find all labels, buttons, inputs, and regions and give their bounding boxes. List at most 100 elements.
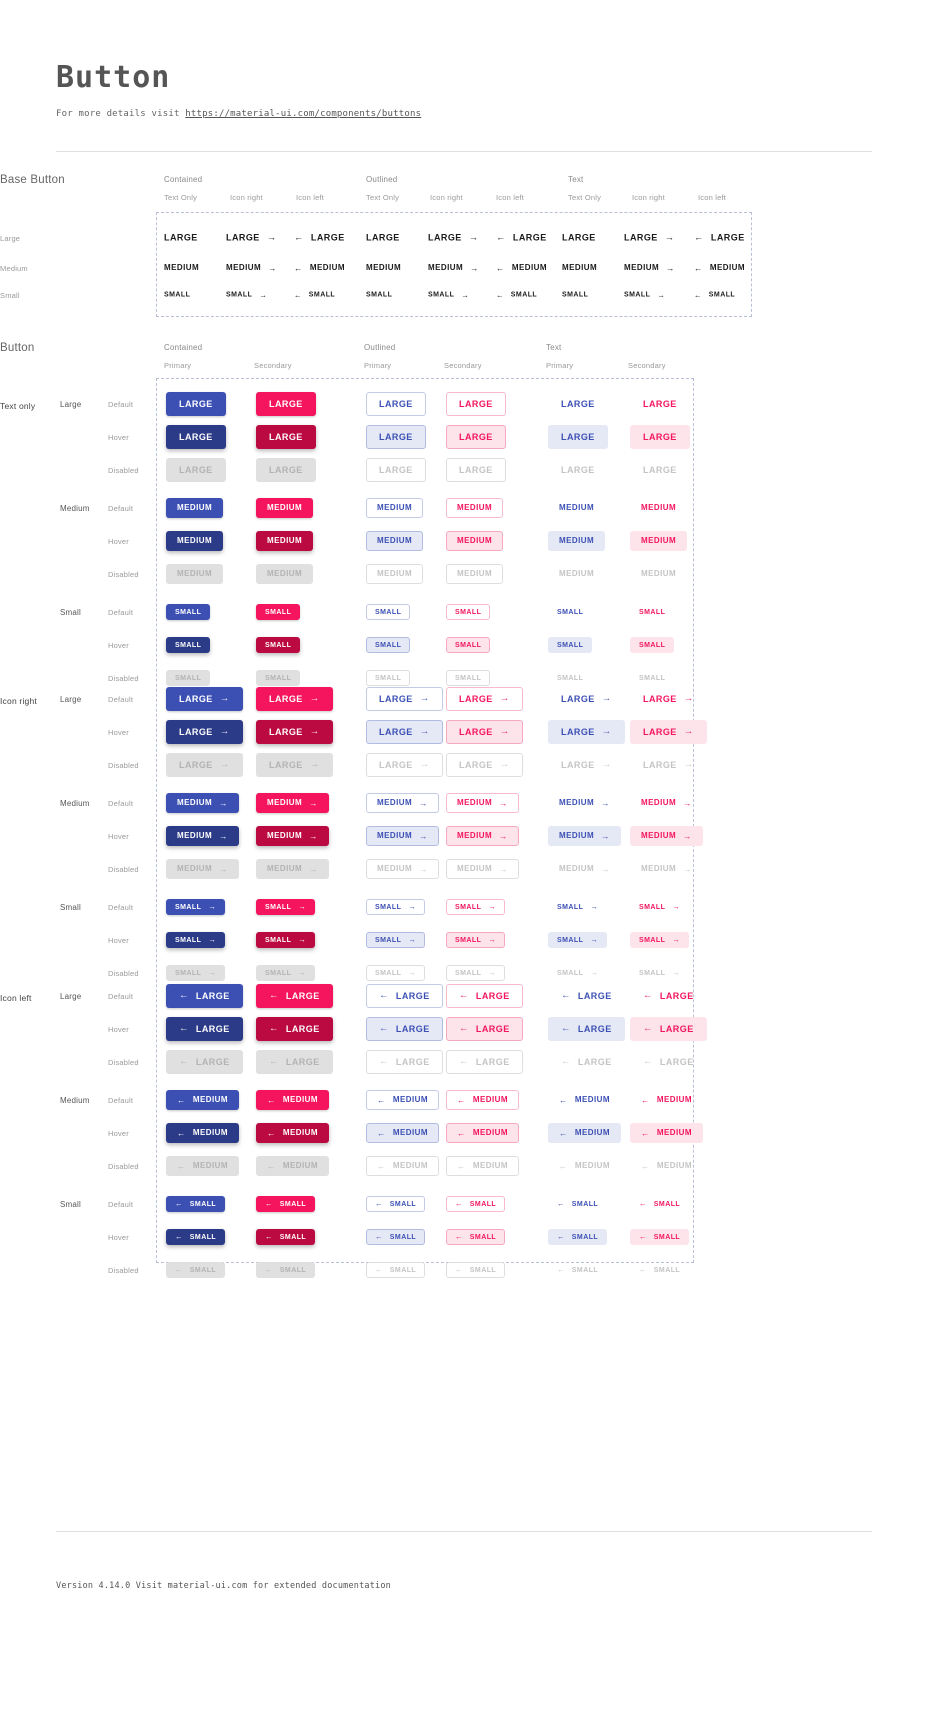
button-outlined-primary-medium-disabled[interactable]: MEDIUM → bbox=[366, 859, 439, 879]
button-contained-secondary-medium-default[interactable]: MEDIUM → bbox=[256, 793, 329, 813]
button-contained-primary-medium-default[interactable]: MEDIUM → bbox=[166, 793, 239, 813]
button-contained-secondary-medium-hover[interactable]: MEDIUM bbox=[256, 531, 314, 551]
base-button-icon-left[interactable]: ← LARGE bbox=[693, 232, 746, 243]
button-outlined-secondary-small-disabled[interactable]: SMALL → bbox=[446, 965, 506, 981]
button-contained-primary-medium-hover[interactable]: MEDIUM → bbox=[166, 826, 239, 846]
base-button-text-only[interactable]: MEDIUM bbox=[561, 263, 598, 273]
button-outlined-primary-small-disabled[interactable]: SMALL → bbox=[366, 965, 426, 981]
button-outlined-primary-large-default[interactable]: LARGE → bbox=[366, 687, 443, 711]
button-contained-secondary-small-default[interactable]: SMALL bbox=[256, 604, 301, 620]
base-button-text-only[interactable]: LARGE bbox=[561, 233, 597, 244]
button-outlined-primary-large-disabled[interactable]: LARGE bbox=[366, 458, 426, 482]
button-outlined-secondary-large-disabled[interactable]: LARGE bbox=[446, 458, 506, 482]
button-contained-primary-large-disabled[interactable]: LARGE bbox=[166, 458, 226, 482]
button-contained-secondary-small-hover[interactable]: SMALL bbox=[256, 637, 301, 653]
button-text-primary-small-disabled[interactable]: ← SMALL bbox=[548, 1262, 607, 1278]
button-text-primary-small-disabled[interactable]: SMALL bbox=[548, 670, 592, 686]
button-contained-primary-small-hover[interactable]: ← SMALL bbox=[166, 1229, 226, 1245]
button-text-secondary-large-hover[interactable]: ← LARGE bbox=[630, 1017, 707, 1041]
button-outlined-primary-large-hover[interactable]: LARGE → bbox=[366, 720, 443, 744]
button-text-primary-medium-default[interactable]: ← MEDIUM bbox=[548, 1090, 621, 1110]
button-contained-primary-small-default[interactable]: SMALL bbox=[166, 604, 211, 620]
button-text-primary-large-disabled[interactable]: ← LARGE bbox=[548, 1050, 625, 1074]
button-outlined-secondary-small-disabled[interactable]: SMALL bbox=[446, 670, 491, 686]
button-outlined-secondary-large-hover[interactable]: LARGE → bbox=[446, 720, 523, 744]
button-outlined-secondary-small-disabled[interactable]: ← SMALL bbox=[446, 1262, 506, 1278]
button-outlined-primary-large-hover[interactable]: LARGE bbox=[366, 425, 426, 449]
button-outlined-primary-small-hover[interactable]: SMALL bbox=[366, 637, 411, 653]
button-contained-primary-large-default[interactable]: LARGE bbox=[166, 392, 226, 416]
button-text-secondary-small-default[interactable]: SMALL bbox=[630, 604, 674, 620]
base-button-icon-right[interactable]: MEDIUM → bbox=[225, 263, 278, 273]
button-contained-secondary-medium-disabled[interactable]: ← MEDIUM bbox=[256, 1156, 329, 1176]
button-text-secondary-medium-disabled[interactable]: MEDIUM → bbox=[630, 859, 703, 879]
button-outlined-primary-medium-hover[interactable]: ← MEDIUM bbox=[366, 1123, 439, 1143]
button-outlined-secondary-large-hover[interactable]: ← LARGE bbox=[446, 1017, 523, 1041]
base-button-icon-left[interactable]: ← LARGE bbox=[495, 232, 548, 243]
button-outlined-secondary-medium-default[interactable]: MEDIUM → bbox=[446, 793, 519, 813]
base-button-icon-right[interactable]: LARGE → bbox=[427, 232, 480, 243]
button-outlined-primary-small-disabled[interactable]: ← SMALL bbox=[366, 1262, 426, 1278]
base-button-icon-left[interactable]: ← LARGE bbox=[293, 232, 346, 243]
button-text-secondary-large-disabled[interactable]: LARGE → bbox=[630, 753, 707, 777]
base-button-text-only[interactable]: SMALL bbox=[365, 291, 393, 300]
button-contained-primary-medium-disabled[interactable]: MEDIUM bbox=[166, 564, 224, 584]
base-button-icon-right[interactable]: MEDIUM → bbox=[623, 263, 676, 273]
button-outlined-primary-large-hover[interactable]: ← LARGE bbox=[366, 1017, 443, 1041]
button-contained-primary-large-default[interactable]: ← LARGE bbox=[166, 984, 243, 1008]
docs-link[interactable]: https://material-ui.com/components/butto… bbox=[185, 109, 422, 119]
button-contained-primary-small-disabled[interactable]: SMALL bbox=[166, 670, 211, 686]
button-contained-secondary-small-disabled[interactable]: SMALL bbox=[256, 670, 301, 686]
base-button-text-only[interactable]: SMALL bbox=[163, 291, 191, 300]
button-contained-secondary-small-default[interactable]: SMALL → bbox=[256, 899, 316, 915]
button-outlined-secondary-medium-disabled[interactable]: MEDIUM bbox=[446, 564, 504, 584]
button-text-primary-large-hover[interactable]: ← LARGE bbox=[548, 1017, 625, 1041]
button-text-primary-medium-default[interactable]: MEDIUM → bbox=[548, 793, 621, 813]
base-button-text-only[interactable]: MEDIUM bbox=[163, 263, 200, 273]
button-outlined-primary-medium-default[interactable]: MEDIUM bbox=[366, 498, 424, 518]
button-contained-primary-large-default[interactable]: LARGE → bbox=[166, 687, 243, 711]
button-outlined-secondary-small-default[interactable]: SMALL bbox=[446, 604, 491, 620]
button-outlined-secondary-large-hover[interactable]: LARGE bbox=[446, 425, 506, 449]
button-contained-primary-small-default[interactable]: ← SMALL bbox=[166, 1196, 226, 1212]
button-contained-primary-medium-hover[interactable]: ← MEDIUM bbox=[166, 1123, 239, 1143]
base-button-icon-right[interactable]: SMALL → bbox=[427, 290, 470, 299]
button-text-secondary-medium-default[interactable]: MEDIUM bbox=[630, 498, 687, 518]
base-button-icon-right[interactable]: MEDIUM → bbox=[427, 263, 480, 273]
button-text-secondary-medium-disabled[interactable]: ← MEDIUM bbox=[630, 1156, 703, 1176]
button-text-secondary-small-disabled[interactable]: ← SMALL bbox=[630, 1262, 689, 1278]
button-text-secondary-small-hover[interactable]: ← SMALL bbox=[630, 1229, 690, 1245]
base-button-icon-left[interactable]: ← SMALL bbox=[495, 290, 538, 299]
button-text-secondary-large-default[interactable]: ← LARGE bbox=[630, 984, 707, 1008]
base-button-icon-right[interactable]: LARGE → bbox=[623, 232, 676, 243]
button-text-primary-large-hover[interactable]: LARGE bbox=[548, 425, 608, 449]
button-outlined-secondary-large-default[interactable]: LARGE bbox=[446, 392, 506, 416]
base-button-icon-right[interactable]: LARGE → bbox=[225, 232, 278, 243]
button-contained-secondary-large-disabled[interactable]: ← LARGE bbox=[256, 1050, 333, 1074]
button-text-primary-medium-hover[interactable]: ← MEDIUM bbox=[548, 1123, 621, 1143]
button-outlined-secondary-small-default[interactable]: ← SMALL bbox=[446, 1196, 506, 1212]
button-outlined-primary-small-default[interactable]: SMALL bbox=[366, 604, 411, 620]
button-text-secondary-medium-hover[interactable]: ← MEDIUM bbox=[630, 1123, 703, 1143]
base-button-text-only[interactable]: SMALL bbox=[561, 291, 589, 300]
button-text-secondary-medium-hover[interactable]: MEDIUM → bbox=[630, 826, 703, 846]
button-text-primary-medium-hover[interactable]: MEDIUM bbox=[548, 531, 606, 551]
button-text-secondary-large-disabled[interactable]: LARGE bbox=[630, 458, 690, 482]
button-text-secondary-small-default[interactable]: ← SMALL bbox=[630, 1196, 689, 1212]
button-contained-primary-large-hover[interactable]: LARGE bbox=[166, 425, 226, 449]
button-contained-primary-large-disabled[interactable]: ← LARGE bbox=[166, 1050, 243, 1074]
button-outlined-primary-medium-hover[interactable]: MEDIUM → bbox=[366, 826, 439, 846]
button-contained-secondary-small-hover[interactable]: SMALL → bbox=[256, 932, 316, 948]
button-contained-primary-large-hover[interactable]: LARGE → bbox=[166, 720, 243, 744]
button-text-secondary-large-default[interactable]: LARGE bbox=[630, 392, 690, 416]
button-outlined-primary-large-disabled[interactable]: ← LARGE bbox=[366, 1050, 443, 1074]
button-outlined-secondary-medium-disabled[interactable]: ← MEDIUM bbox=[446, 1156, 519, 1176]
button-outlined-secondary-small-hover[interactable]: ← SMALL bbox=[446, 1229, 506, 1245]
button-text-secondary-medium-hover[interactable]: MEDIUM bbox=[630, 531, 688, 551]
base-button-icon-left[interactable]: ← SMALL bbox=[693, 290, 736, 299]
button-outlined-primary-large-disabled[interactable]: LARGE → bbox=[366, 753, 443, 777]
button-text-primary-small-default[interactable]: ← SMALL bbox=[548, 1196, 607, 1212]
button-text-primary-large-default[interactable]: LARGE → bbox=[548, 687, 625, 711]
button-contained-secondary-medium-default[interactable]: ← MEDIUM bbox=[256, 1090, 329, 1110]
button-text-primary-large-disabled[interactable]: LARGE bbox=[548, 458, 608, 482]
